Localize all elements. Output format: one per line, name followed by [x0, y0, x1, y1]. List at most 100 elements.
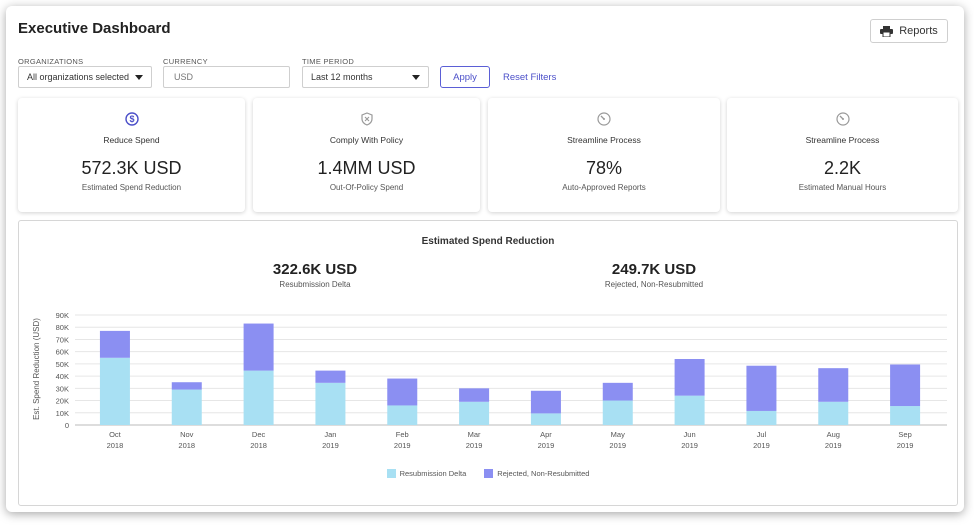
kpi-card-streamline-approved[interactable]: Streamline Process 78% Auto-Approved Rep…: [488, 98, 720, 212]
kpi-value: 2.2K: [823, 158, 862, 178]
y-tick-label: 40K: [56, 372, 69, 381]
stacked-bar-chart: 0 10K 20K 30K 40K 50K 60K 70K 80K 90K Oct 2018 Nov 20…: [32, 311, 947, 450]
y-tick-label: 0: [65, 421, 69, 430]
bar-resubmission-delta[interactable]: [818, 401, 849, 425]
x-tick-label: Oct: [109, 430, 122, 439]
legend-swatch: [386, 469, 396, 478]
summary-label-rejected: Rejected, Non-Resubmitted: [604, 280, 704, 289]
x-tick-label: 2018: [250, 441, 267, 450]
y-tick-label: 20K: [56, 397, 69, 406]
x-tick-label: Sep: [898, 430, 911, 439]
shield-x-icon: [360, 112, 373, 126]
legend-item-rejected[interactable]: Rejected, Non-Resubmitted: [484, 469, 589, 478]
x-tick-label: Jul: [757, 430, 767, 439]
summary-value-rejected: 249.7K USD: [611, 261, 697, 278]
x-tick-label: 2019: [681, 441, 698, 450]
x-tick-label: 2019: [538, 441, 555, 450]
bar-rejected-non-resubmitted[interactable]: [99, 330, 130, 358]
time-period-select[interactable]: Last 12 months: [302, 66, 429, 88]
currency-value: USD: [174, 72, 194, 82]
x-tick-label: 2018: [107, 441, 124, 450]
x-tick-label: May: [611, 430, 625, 439]
dashboard-window: Executive Dashboard Reports ORGANIZATION…: [6, 6, 964, 512]
x-tick-label: 2019: [753, 441, 770, 450]
kpi-name: Streamline Process: [805, 135, 880, 145]
legend-swatch: [484, 469, 494, 478]
chart-legend: Resubmission Delta Rejected, Non-Resubmi…: [19, 469, 957, 478]
y-tick-label: 80K: [56, 323, 69, 332]
bar-rejected-non-resubmitted[interactable]: [818, 368, 849, 402]
bar-resubmission-delta[interactable]: [530, 413, 561, 425]
bar-resubmission-delta[interactable]: [890, 406, 921, 425]
currency-input[interactable]: USD: [163, 66, 290, 88]
page-title: Executive Dashboard: [18, 20, 171, 37]
bar-rejected-non-resubmitted[interactable]: [387, 378, 418, 406]
reports-button[interactable]: Reports: [870, 19, 948, 43]
bar-rejected-non-resubmitted[interactable]: [746, 365, 777, 411]
bar-resubmission-delta[interactable]: [674, 395, 705, 425]
x-tick-label: 2019: [394, 441, 411, 450]
kpi-name: Reduce Spend: [103, 135, 160, 145]
y-tick-label: 90K: [56, 311, 69, 320]
bar-resubmission-delta[interactable]: [387, 405, 418, 425]
organizations-value: All organizations selected: [27, 72, 130, 82]
dollar-circle-icon: $: [124, 112, 139, 126]
bar-rejected-non-resubmitted[interactable]: [890, 364, 921, 407]
gauge-icon: [597, 112, 611, 126]
time-period-value: Last 12 months: [311, 72, 373, 82]
bar-resubmission-delta[interactable]: [99, 357, 130, 425]
kpi-card-comply-policy[interactable]: Comply With Policy 1.4MM USD Out-Of-Poli…: [253, 98, 480, 212]
apply-button[interactable]: Apply: [440, 66, 490, 88]
x-tick-label: 2019: [825, 441, 842, 450]
x-tick-label: Feb: [396, 430, 409, 439]
x-tick-label: Mar: [468, 430, 481, 439]
kpi-card-reduce-spend[interactable]: $ Reduce Spend 572.3K USD Estimated Spen…: [18, 98, 245, 212]
bar-resubmission-delta[interactable]: [602, 400, 633, 425]
chevron-down-icon: [135, 74, 143, 80]
y-tick-label: 50K: [56, 360, 69, 369]
bar-resubmission-delta[interactable]: [459, 401, 490, 425]
bar-resubmission-delta[interactable]: [171, 389, 202, 425]
summary-label-resubmission: Resubmission Delta: [279, 280, 351, 289]
bar-rejected-non-resubmitted[interactable]: [171, 382, 202, 390]
x-tick-label: 2019: [466, 441, 483, 450]
kpi-name: Comply With Policy: [329, 135, 404, 145]
time-period-label: TIME PERIOD: [302, 57, 355, 66]
y-tick-label: 10K: [56, 409, 69, 418]
y-tick-label: 70K: [56, 335, 69, 344]
kpi-value: 572.3K USD: [81, 158, 182, 178]
kpi-sub: Auto-Approved Reports: [562, 183, 646, 192]
x-tick-label: 2019: [322, 441, 339, 450]
y-tick-label: 60K: [56, 348, 69, 357]
bar-rejected-non-resubmitted[interactable]: [243, 323, 274, 371]
gauge-icon: [835, 112, 850, 126]
summary-value-resubmission: 322.6K USD: [272, 261, 358, 278]
bar-resubmission-delta[interactable]: [746, 410, 777, 425]
bar-resubmission-delta[interactable]: [315, 382, 346, 425]
legend-label: Rejected, Non-Resubmitted: [497, 469, 590, 478]
kpi-name: Streamline Process: [567, 135, 641, 145]
legend-item-resubmission[interactable]: Resubmission Delta: [386, 469, 466, 478]
x-tick-label: Aug: [827, 430, 840, 439]
bar-rejected-non-resubmitted[interactable]: [602, 382, 633, 401]
bar-resubmission-delta[interactable]: [243, 370, 274, 425]
kpi-sub: Estimated Spend Reduction: [81, 183, 182, 192]
x-tick-label: Nov: [180, 430, 194, 439]
reset-filters-link[interactable]: Reset Filters: [503, 72, 557, 83]
bar-rejected-non-resubmitted[interactable]: [674, 359, 705, 396]
bar-rejected-non-resubmitted[interactable]: [530, 390, 561, 414]
organizations-select[interactable]: All organizations selected: [18, 66, 152, 88]
organizations-label: ORGANIZATIONS: [18, 57, 84, 66]
kpi-sub: Out-Of-Policy Spend: [329, 183, 404, 192]
x-tick-label: Apr: [540, 430, 552, 439]
chart-title: Estimated Spend Reduction: [421, 236, 555, 247]
x-tick-label: Dec: [252, 430, 266, 439]
bar-rejected-non-resubmitted[interactable]: [459, 388, 490, 402]
currency-label: CURRENCY: [163, 57, 208, 66]
kpi-value: 78%: [585, 158, 623, 178]
kpi-card-streamline-hours[interactable]: Streamline Process 2.2K Estimated Manual…: [727, 98, 958, 212]
svg-text:$: $: [129, 114, 134, 124]
bar-rejected-non-resubmitted[interactable]: [315, 370, 346, 383]
chevron-down-icon: [412, 74, 420, 80]
x-tick-label: 2018: [178, 441, 195, 450]
